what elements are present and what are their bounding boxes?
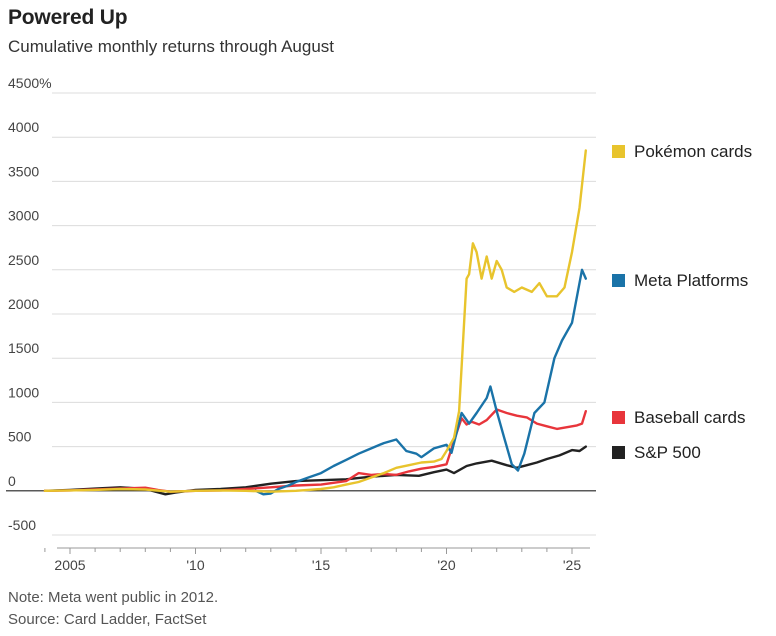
legend-label-pok-mon-cards: Pokémon cards [634, 142, 752, 161]
x-tick-label: '20 [437, 557, 455, 573]
y-axis-ticks: 4500% 4000 3500 3000 2500 2000 1500 1000 500 0 -50… [8, 75, 52, 533]
chart-subtitle: Cumulative monthly returns through Augus… [8, 37, 335, 56]
y-tick-label: 1000 [8, 384, 39, 400]
chart-note: Note: Meta went public in 2012. [8, 589, 219, 606]
x-tick-label: '15 [312, 557, 330, 573]
chart-source: Source: Card Ladder, FactSet [8, 611, 207, 628]
y-tick-label: 2000 [8, 296, 39, 312]
y-tick-label: 500 [8, 429, 32, 445]
y-tick-label: 4000 [8, 119, 39, 135]
legend-swatch-s-p-500 [612, 446, 625, 459]
legend-label-baseball-cards: Baseball cards [634, 408, 746, 427]
series-line-s-p-500 [43, 445, 587, 496]
series-line-meta-platforms [254, 268, 587, 496]
y-tick-label: 0 [8, 473, 16, 489]
x-tick-label: 2005 [54, 557, 85, 573]
legend-label-s-p-500: S&P 500 [634, 443, 701, 462]
y-tick-label: 3000 [8, 208, 39, 224]
y-tick-label: 2500 [8, 252, 39, 268]
series-lines [43, 149, 587, 496]
x-tick-label: '10 [186, 557, 204, 573]
gridlines [52, 92, 596, 536]
legend-label-meta-platforms: Meta Platforms [634, 271, 748, 290]
y-tick-label: 4500% [8, 75, 52, 91]
legend-swatch-meta-platforms [612, 274, 625, 287]
y-tick-label: 1500 [8, 340, 39, 356]
series-line-pok-mon-cards [43, 149, 587, 493]
y-tick-label: 3500 [8, 163, 39, 179]
x-tick-label: '25 [563, 557, 581, 573]
legend-swatch-pok-mon-cards [612, 145, 625, 158]
x-axis-ticks: 2005 '10 '15 '20 '25 [44, 547, 590, 573]
legend: Pokémon cards Meta Platforms Baseball card… [612, 142, 752, 462]
legend-swatch-baseball-cards [612, 411, 625, 424]
chart-title: Powered Up [8, 6, 128, 29]
y-tick-label: -500 [8, 517, 36, 533]
